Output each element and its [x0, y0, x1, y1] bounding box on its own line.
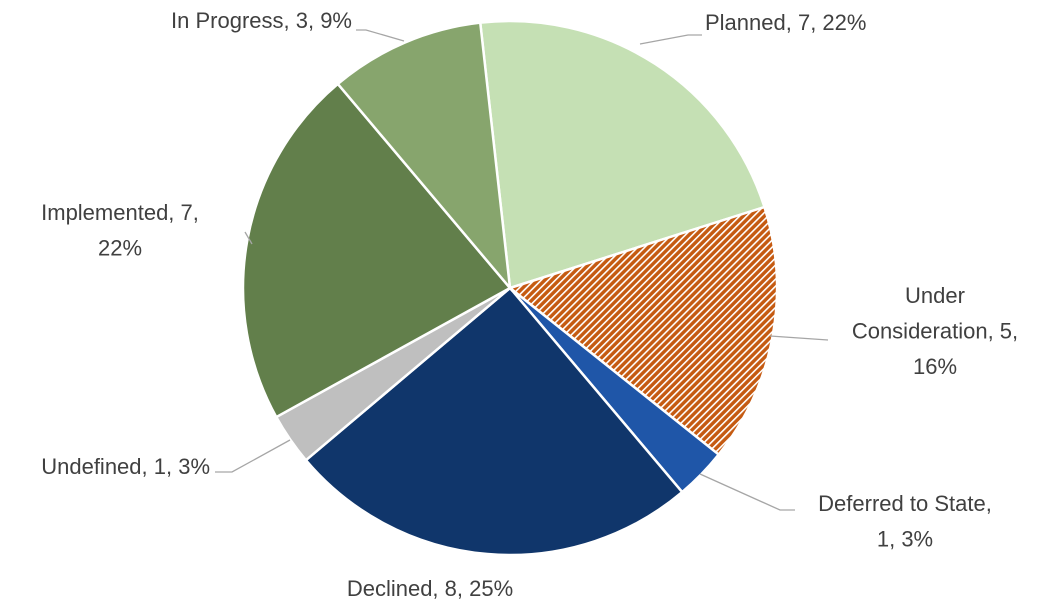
leader-line [699, 473, 795, 511]
data-label: Deferred to State, [818, 491, 992, 516]
data-label: 16% [913, 354, 957, 379]
pie-slice [241, 82, 512, 419]
data-label: Under [905, 283, 965, 308]
leader-line [769, 335, 829, 341]
data-label: 1, 3% [877, 526, 933, 551]
data-label: Undefined, 1, 3% [41, 454, 210, 479]
leader-line [244, 231, 253, 245]
pie-slice [336, 21, 512, 292]
data-label: Implemented, 7, [41, 200, 199, 225]
leader-line [215, 439, 291, 473]
data-label: Declined, 8, 25% [347, 576, 513, 601]
leader-line [356, 29, 405, 42]
leader-line [639, 34, 702, 45]
data-label: In Progress, 3, 9% [171, 8, 352, 33]
data-label: Planned, 7, 22% [705, 10, 866, 35]
data-label: Consideration, 5, [852, 318, 1018, 343]
pie-slice [304, 286, 684, 557]
pie-slice [478, 19, 767, 290]
data-label: 22% [98, 235, 142, 260]
